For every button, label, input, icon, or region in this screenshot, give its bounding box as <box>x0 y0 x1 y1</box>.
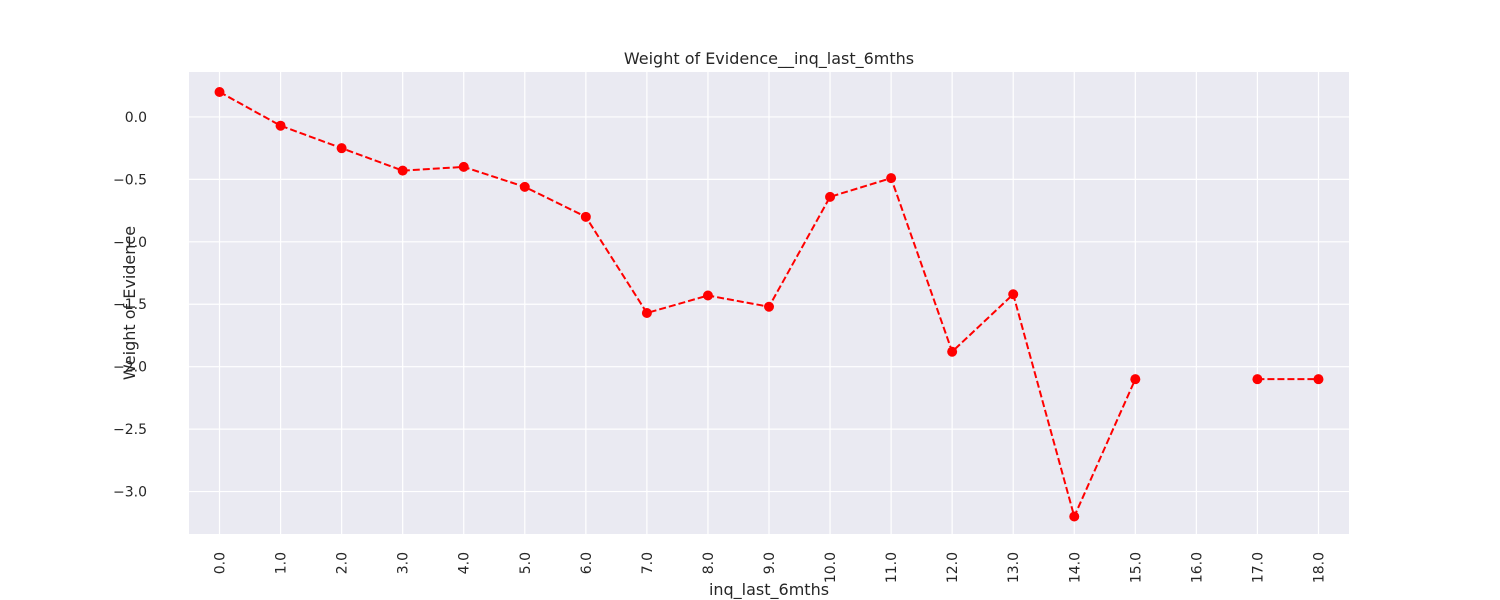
x-tick-label: 8.0 <box>701 552 717 574</box>
x-tick-label: 2.0 <box>335 552 351 574</box>
data-point <box>458 161 469 172</box>
data-point <box>275 120 286 131</box>
x-tick-label: 4.0 <box>457 552 473 574</box>
y-tick-label: −0.5 <box>113 172 147 188</box>
y-axis-ticks: 0.0 −0.5 −1.0 −1.5 −2.0 −2.5 −3.0 <box>113 110 147 501</box>
y-tick-label: −3.0 <box>113 485 147 501</box>
data-point <box>580 211 591 222</box>
data-point <box>947 346 958 357</box>
x-tick-label: 0.0 <box>213 552 229 574</box>
y-tick-label: −1.0 <box>113 235 147 251</box>
x-tick-label: 17.0 <box>1250 552 1266 583</box>
x-tick-label: 3.0 <box>396 552 412 574</box>
data-point <box>1008 289 1019 300</box>
data-point <box>702 290 713 301</box>
x-axis-label: inq_last_6mths <box>709 580 829 600</box>
x-tick-label: 5.0 <box>518 552 534 574</box>
y-axis-label: Weight of Evidence <box>120 226 139 380</box>
x-tick-label: 15.0 <box>1128 552 1144 583</box>
data-point <box>641 307 652 318</box>
x-axis-ticks: 0.0 1.0 2.0 3.0 4.0 5.0 6.0 7.0 8.0 9.0 10.0 11.0 12… <box>213 552 1328 583</box>
x-tick-label: 12.0 <box>945 552 961 583</box>
data-point <box>336 143 347 154</box>
x-tick-label: 14.0 <box>1067 552 1083 583</box>
data-point <box>764 301 774 312</box>
x-tick-label: 11.0 <box>884 552 900 583</box>
x-tick-label: 7.0 <box>640 552 656 574</box>
y-tick-label: −1.5 <box>113 297 147 313</box>
x-tick-label: 13.0 <box>1006 552 1022 583</box>
data-point <box>397 165 408 176</box>
x-tick-label: 6.0 <box>579 552 595 574</box>
data-point <box>1313 374 1324 385</box>
data-point <box>214 86 225 97</box>
series-group <box>214 86 1324 522</box>
data-point <box>1130 374 1141 385</box>
x-tick-label: 18.0 <box>1311 552 1327 583</box>
y-tick-label: −2.0 <box>113 360 147 376</box>
chart-title: Weight of Evidence__inq_last_6mths <box>624 49 914 69</box>
data-point <box>1069 511 1080 522</box>
grid-lines <box>189 72 1349 534</box>
x-tick-label: 10.0 <box>823 552 839 583</box>
x-tick-label: 16.0 <box>1189 552 1205 583</box>
data-point <box>886 173 897 184</box>
x-tick-label: 1.0 <box>274 552 290 574</box>
y-tick-label: −2.5 <box>113 422 147 438</box>
x-tick-label: 9.0 <box>762 552 778 574</box>
y-tick-label: 0.0 <box>125 110 147 126</box>
data-point <box>1252 374 1263 385</box>
data-point <box>825 191 836 202</box>
data-point <box>519 181 530 192</box>
